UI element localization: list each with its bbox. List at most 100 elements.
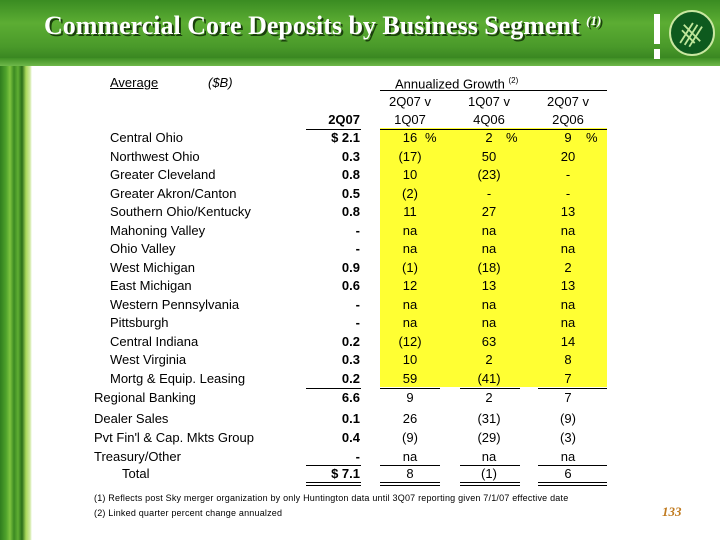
row-growth-1q07-v-4q06: (1) — [481, 466, 497, 481]
row-growth-2q07-v-2q06: 6 — [564, 466, 572, 481]
col-c-header-top: 2Q07 v — [547, 94, 589, 109]
double-underline — [306, 485, 361, 486]
double-underline — [306, 482, 361, 483]
row-growth-2q07-v-1q07: (17) — [398, 149, 422, 164]
row-growth-1q07-v-4q06: (41) — [477, 371, 501, 386]
row-growth-1q07-v-4q06: 50 — [481, 149, 497, 164]
row-label: West Virginia — [110, 352, 187, 367]
row-growth-2q07-v-1q07: 10 — [402, 167, 418, 182]
row-label: Central Indiana — [110, 334, 199, 349]
subtotal-rule — [306, 388, 361, 389]
total-rule — [380, 465, 440, 466]
col-a-header-top: 2Q07 v — [389, 94, 431, 109]
row-growth-2q07-v-2q06: 8 — [564, 352, 572, 367]
header-divider-bar-small — [654, 49, 660, 59]
huntington-logo-icon — [669, 10, 715, 56]
row-2q07-value: 6.6 — [341, 390, 360, 405]
row-label: Northwest Ohio — [110, 149, 200, 164]
row-label: Pittsburgh — [110, 315, 169, 330]
header-rule-2q07 — [306, 129, 361, 130]
row-growth-2q07-v-2q06: - — [565, 167, 571, 182]
row-growth-2q07-v-1q07: 9 — [406, 390, 414, 405]
row-growth-2q07-v-2q06: 13 — [560, 204, 576, 219]
row-growth-2q07-v-1q07: 12 — [402, 278, 418, 293]
row-growth-2q07-v-2q06: na — [560, 449, 576, 464]
row-growth-2q07-v-1q07: (1) — [402, 260, 418, 275]
average-label: Average — [110, 75, 159, 90]
growth-header-rule — [380, 90, 607, 91]
col-a-header-bottom: 1Q07 — [394, 112, 426, 127]
subtotal-rule — [460, 388, 520, 389]
row-growth-2q07-v-2q06: na — [560, 223, 576, 238]
page-title: Commercial Core Deposits by Business Seg… — [44, 11, 602, 40]
row-growth-1q07-v-4q06: na — [481, 297, 497, 312]
row-label: Treasury/Other — [94, 449, 181, 464]
row-growth-2q07-v-2q06: 7 — [564, 371, 572, 386]
row-growth-2q07-v-1q07: (2) — [402, 186, 418, 201]
row-growth-2q07-v-1q07: (9) — [402, 430, 418, 445]
header-fade — [0, 58, 720, 66]
row-growth-2q07-v-2q06: 14 — [560, 334, 576, 349]
row-growth-2q07-v-1q07: na — [402, 297, 418, 312]
row-label: Total — [122, 466, 150, 481]
row-label: Greater Cleveland — [110, 167, 216, 182]
row-growth-1q07-v-4q06: 2 — [485, 352, 493, 367]
row-growth-1q07-v-4q06: na — [481, 241, 497, 256]
double-underline — [380, 482, 440, 483]
footnote-2: (2) Linked quarter percent change annual… — [94, 508, 283, 518]
row-growth-2q07-v-1q07: 59 — [402, 371, 418, 386]
row-label: East Michigan — [110, 278, 192, 293]
row-label: West Michigan — [110, 260, 196, 275]
row-growth-2q07-v-2q06: - — [565, 186, 571, 201]
row-growth-2q07-v-2q06: 2 — [564, 260, 572, 275]
double-underline — [380, 485, 440, 486]
row-growth-1q07-v-4q06: na — [481, 315, 497, 330]
row-2q07-value: 0.8 — [341, 204, 360, 219]
row-2q07-value: 0.2 — [341, 334, 360, 349]
percent-sign: % — [586, 130, 598, 145]
row-growth-2q07-v-1q07: 16 — [402, 130, 418, 145]
annualized-growth-header: Annualized Growth (2) — [395, 76, 519, 92]
row-2q07-value: - — [355, 297, 360, 312]
row-label: Ohio Valley — [110, 241, 176, 256]
header-divider-bar — [654, 14, 660, 44]
total-rule — [460, 465, 520, 466]
col-b-header-top: 1Q07 v — [468, 94, 510, 109]
row-2q07-value: 0.6 — [341, 278, 360, 293]
row-growth-1q07-v-4q06: na — [481, 223, 497, 238]
row-growth-1q07-v-4q06: 2 — [485, 130, 493, 145]
row-growth-2q07-v-1q07: na — [402, 315, 418, 330]
row-label: Greater Akron/Canton — [110, 186, 237, 201]
row-2q07-value: 0.1 — [341, 411, 360, 426]
row-label: Mortg & Equip. Leasing — [110, 371, 246, 386]
row-2q07-value: - — [355, 223, 360, 238]
growth-highlight-area — [380, 128, 607, 387]
footnote-1: (1) Reflects post Sky merger organizatio… — [94, 493, 569, 503]
row-label: Western Pennsylvania — [110, 297, 240, 312]
row-2q07-value: $ 7.1 — [331, 466, 360, 481]
unit-label: ($B) — [208, 75, 233, 90]
row-growth-2q07-v-2q06: na — [560, 241, 576, 256]
row-2q07-value: 0.3 — [341, 149, 360, 164]
row-2q07-value: - — [355, 241, 360, 256]
subtotal-rule — [538, 388, 607, 389]
row-2q07-value: 0.8 — [341, 167, 360, 182]
header-rule-growth — [380, 129, 607, 130]
row-label: Central Ohio — [110, 130, 183, 145]
row-growth-2q07-v-1q07: 11 — [403, 204, 417, 219]
total-rule — [538, 465, 607, 466]
row-growth-2q07-v-2q06: 7 — [564, 390, 572, 405]
row-label: Regional Banking — [94, 390, 196, 405]
row-growth-1q07-v-4q06: na — [481, 449, 497, 464]
page-number: 133 — [662, 504, 682, 519]
header-bar — [0, 0, 720, 66]
row-growth-2q07-v-1q07: na — [402, 223, 418, 238]
col-2q07-header: 2Q07 — [328, 112, 360, 127]
row-growth-1q07-v-4q06: 63 — [481, 334, 497, 349]
row-growth-2q07-v-2q06: (9) — [560, 411, 576, 426]
row-2q07-value: - — [355, 449, 360, 464]
double-underline — [538, 485, 607, 486]
percent-sign: % — [506, 130, 518, 145]
row-growth-2q07-v-2q06: 13 — [560, 278, 576, 293]
subtotal-rule — [380, 388, 440, 389]
